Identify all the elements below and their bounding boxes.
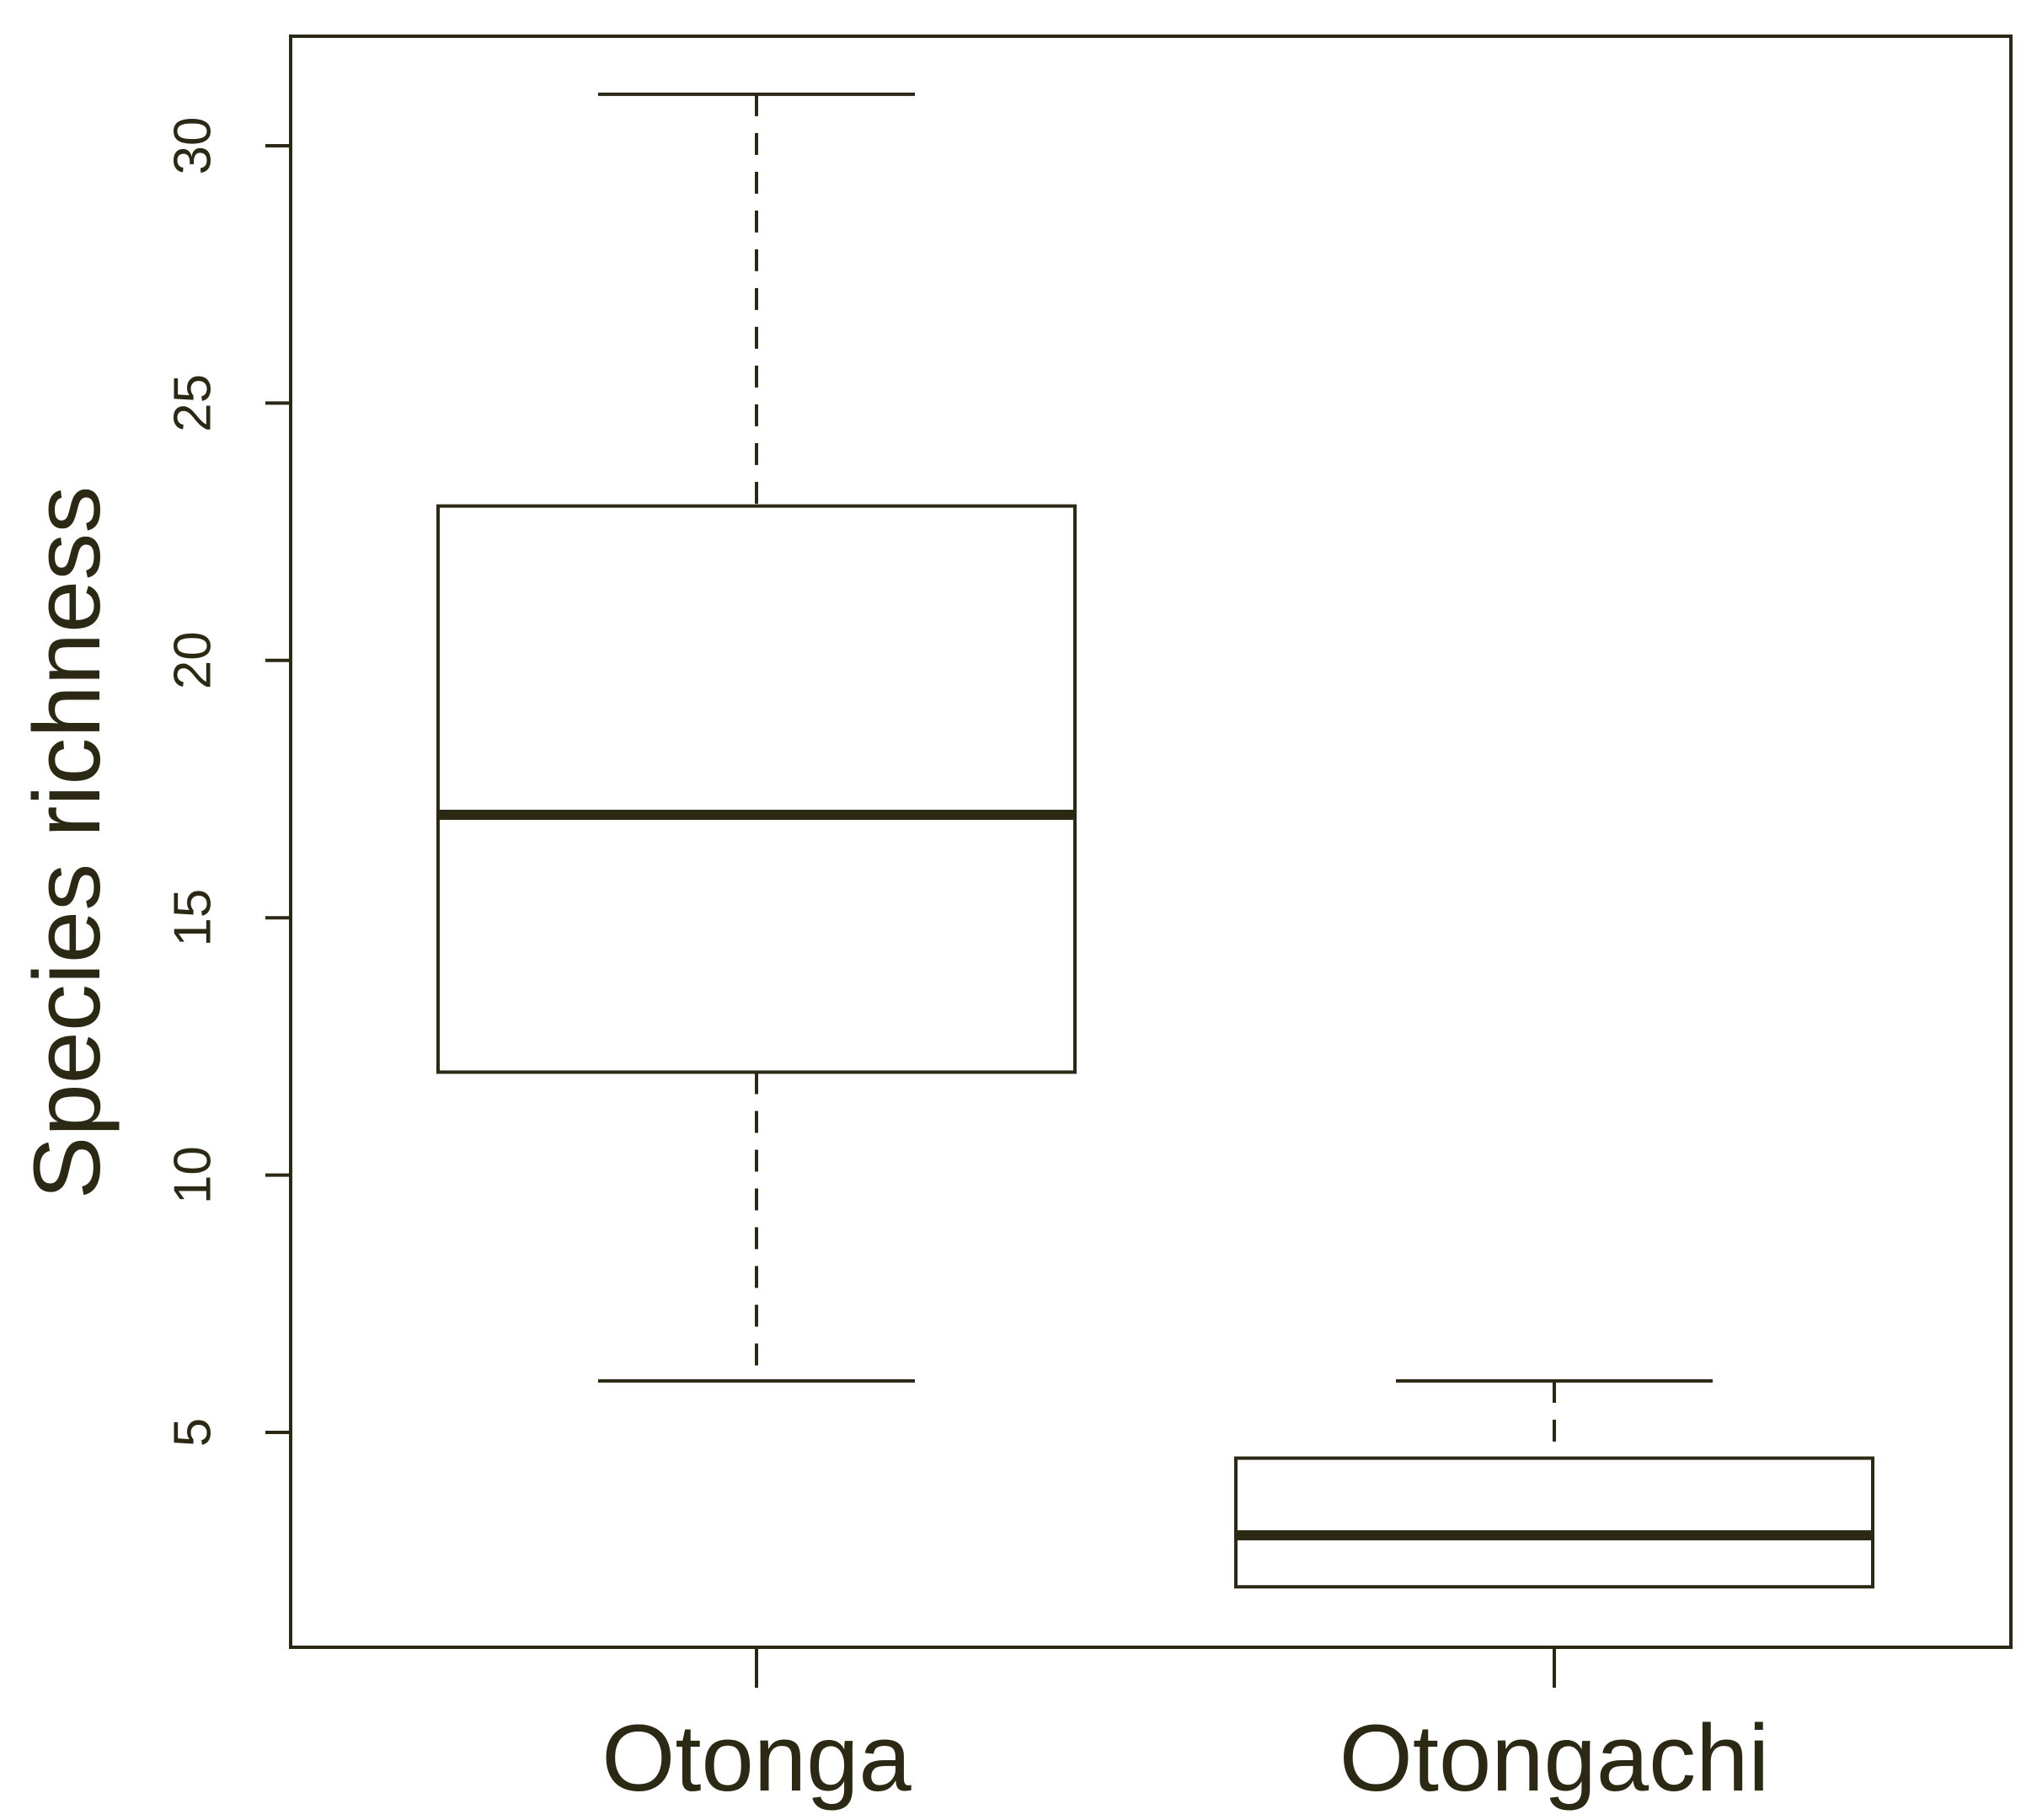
y-tick-label: 15 [164,889,222,947]
box-group-otonga [436,92,1077,1383]
box-iqr [1234,1456,1874,1589]
y-tick-label: 10 [164,1146,222,1204]
x-axis: Otonga Otongachi [601,1647,1769,1811]
x-tick-label: Otongachi [1339,1705,1770,1811]
box-iqr [436,504,1077,1074]
y-tick-label: 25 [164,374,222,432]
plot-frame [289,35,2013,1649]
y-tick-label: 20 [164,631,222,689]
y-tick-label: 30 [164,117,222,175]
box-group-otongachi [1234,1378,1874,1589]
x-tick-label: Otonga [601,1705,912,1811]
y-tick-label: 5 [164,1418,222,1447]
boxes [436,92,1874,1589]
y-axis: 5 10 15 20 25 30 [164,117,291,1447]
y-axis-title: Species richness [14,486,120,1200]
